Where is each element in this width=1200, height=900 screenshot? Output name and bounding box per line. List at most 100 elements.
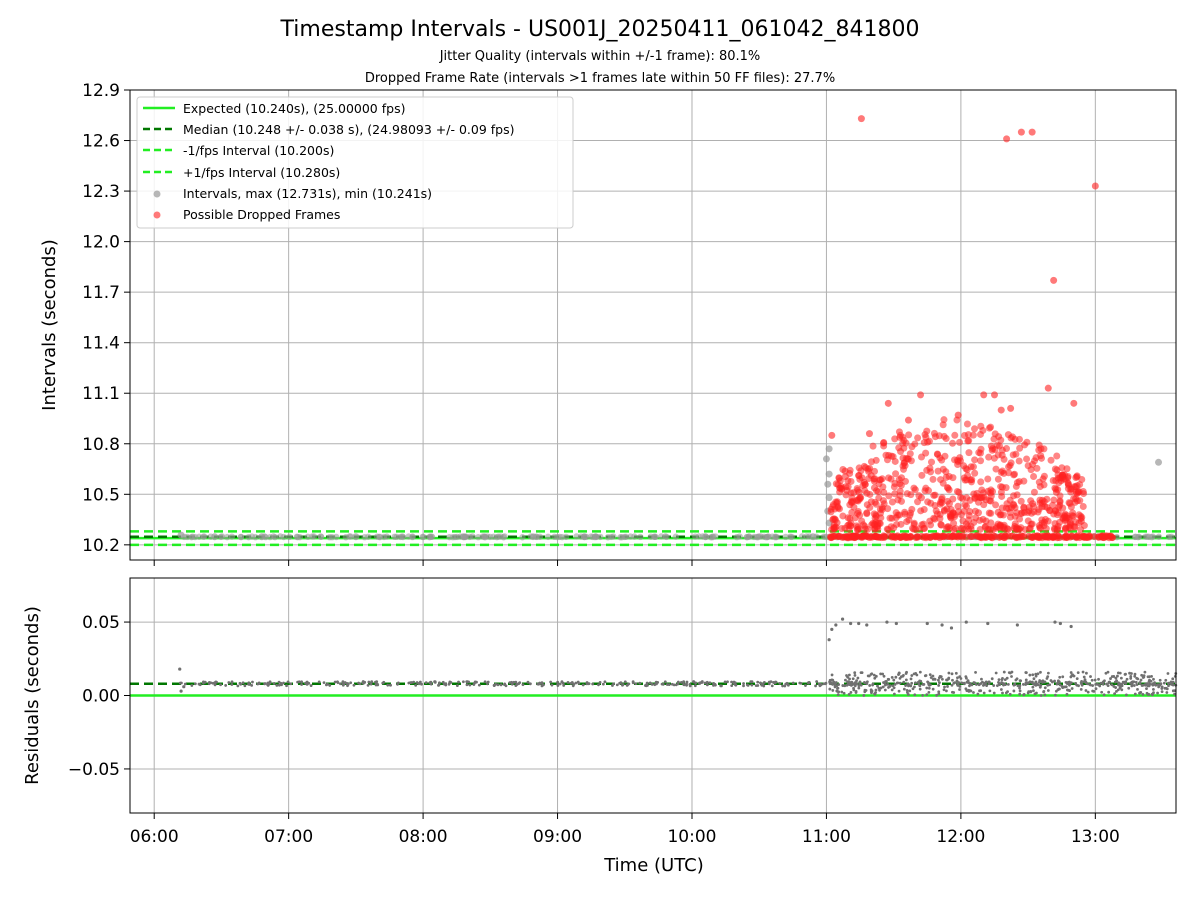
residual-point xyxy=(1031,685,1035,689)
residual-point xyxy=(1173,692,1176,696)
residual-point xyxy=(326,682,329,686)
residual-point xyxy=(562,684,566,687)
residual-point xyxy=(828,687,832,691)
dropped-frame-point xyxy=(960,507,968,515)
residual-point xyxy=(448,680,452,684)
dropped-frame-point xyxy=(856,475,864,483)
dropped-frame-point xyxy=(1028,520,1036,528)
dropped-frame-point xyxy=(949,474,957,482)
residual-point xyxy=(667,683,671,687)
interval-point xyxy=(772,534,779,541)
x-tick-label-0800: 08:00 xyxy=(399,827,448,847)
interval-point xyxy=(191,533,199,541)
dropped-frame-point xyxy=(1038,496,1046,504)
dropped-frame-point xyxy=(1013,491,1021,499)
residual-point xyxy=(886,677,890,681)
residual-point xyxy=(1129,677,1133,680)
dropped-frame-point xyxy=(831,505,839,513)
residual-point xyxy=(746,683,750,687)
residual-point xyxy=(1118,686,1122,690)
dropped-frame-point xyxy=(954,502,962,510)
dropped-frame-point xyxy=(1079,502,1087,510)
residual-point xyxy=(280,683,283,687)
residual-point xyxy=(1110,683,1114,687)
residual-point xyxy=(257,682,261,686)
residual-point xyxy=(998,683,1002,687)
residual-point xyxy=(1033,692,1037,696)
residual-point xyxy=(1143,670,1147,674)
interval-point xyxy=(631,533,638,540)
residual-point xyxy=(243,684,247,688)
dropped-frame-point xyxy=(949,439,957,447)
dropped-frame-point xyxy=(1061,475,1069,483)
residual-point xyxy=(992,691,996,695)
residual-point xyxy=(1069,681,1073,685)
dropped-frame-point xyxy=(1003,525,1011,533)
dropped-frame-point xyxy=(927,521,935,529)
interval-point xyxy=(237,533,245,541)
residual-point xyxy=(1141,683,1145,687)
residual-point xyxy=(438,681,441,685)
interval-point xyxy=(533,533,540,541)
residual-point xyxy=(872,673,876,677)
dropped-frame-point xyxy=(1027,466,1035,474)
interval-point xyxy=(480,533,488,540)
residual-point xyxy=(1132,680,1136,684)
residual-point xyxy=(230,680,234,684)
residual-point xyxy=(940,623,944,627)
residual-point xyxy=(1133,692,1137,696)
residual-point xyxy=(415,681,419,684)
residual-point xyxy=(227,681,231,684)
dropped-frame-point xyxy=(1006,509,1014,517)
interval-point xyxy=(380,533,388,541)
residual-point xyxy=(1010,675,1013,678)
residual-point xyxy=(1133,672,1137,676)
dropped-frame-point xyxy=(895,444,903,452)
dropped-frame-point xyxy=(947,506,955,514)
residual-point xyxy=(1141,693,1145,696)
residual-point xyxy=(282,681,285,685)
residual-point xyxy=(414,683,418,687)
residual-point xyxy=(964,620,968,624)
residual-point xyxy=(1058,683,1062,687)
dropped-frame-point xyxy=(965,525,973,533)
residual-point xyxy=(891,684,895,688)
dropped-frame-point xyxy=(970,518,978,526)
residual-point xyxy=(1107,690,1111,694)
residual-point xyxy=(950,683,954,687)
residual-point xyxy=(831,689,835,692)
residual-point xyxy=(1152,687,1155,691)
dropped-frame-point xyxy=(874,522,882,530)
intervals-x-tick-marks xyxy=(153,560,1096,566)
dropped-frame-point xyxy=(1038,516,1046,524)
dropped-frame-point xyxy=(990,454,998,462)
interval-point xyxy=(490,533,497,541)
residual-point xyxy=(1012,683,1016,687)
residual-point xyxy=(947,671,951,675)
residual-point xyxy=(1022,692,1026,696)
dropped-frame-point xyxy=(853,522,861,530)
dropped-frame-point xyxy=(869,442,877,450)
residual-point xyxy=(970,683,974,687)
dropped-frame-point xyxy=(867,498,875,506)
dropped-frame-point xyxy=(865,534,873,542)
residual-point xyxy=(374,683,378,687)
residual-point xyxy=(937,692,941,696)
interval-point xyxy=(352,533,360,541)
residual-point xyxy=(799,681,803,685)
x-tick-label-1200: 12:00 xyxy=(936,827,985,847)
dropped-frame-point xyxy=(969,463,977,471)
residual-point xyxy=(679,680,683,684)
residual-point xyxy=(955,679,959,683)
residual-point xyxy=(1160,690,1164,694)
residual-point xyxy=(853,673,857,677)
residual-point xyxy=(241,681,245,685)
dropped-frame-point xyxy=(871,514,879,522)
dropped-frame-point xyxy=(1027,497,1035,505)
residual-point xyxy=(518,681,522,684)
dropped-frame-point xyxy=(895,476,903,484)
legend-minus-fps-label: -1/fps Interval (10.200s) xyxy=(183,143,334,158)
dropped-frame-point xyxy=(857,115,865,123)
residual-point xyxy=(1112,685,1116,688)
interval-point xyxy=(573,533,580,540)
